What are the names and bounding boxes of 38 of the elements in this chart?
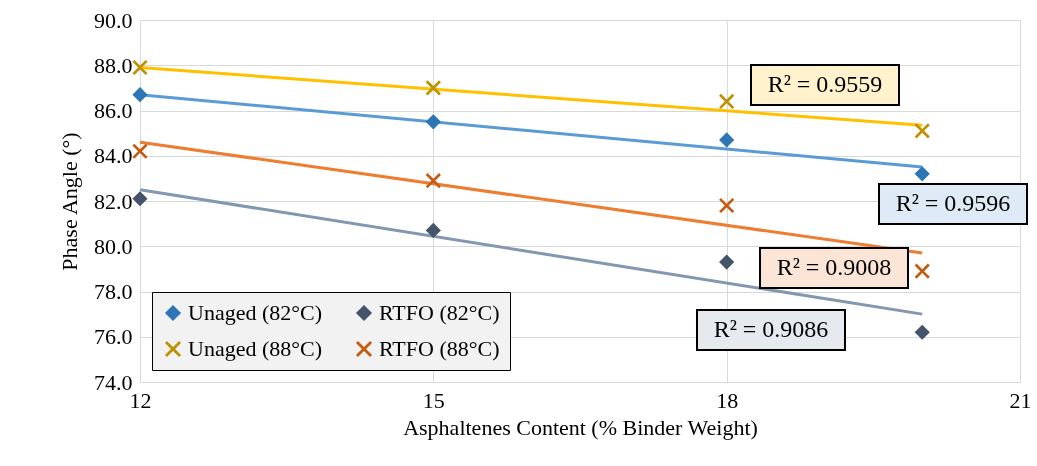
x-tick-label: 18 [716,387,739,413]
y-tick-label: 90.0 [94,7,133,33]
y-tick-label: 88.0 [94,52,133,78]
point [132,59,148,76]
point [719,93,735,110]
x-tick-label: 15 [422,387,445,413]
y-tick-label: 84.0 [94,143,133,169]
annotation: R² = 0.9008 [776,254,892,280]
y-tick-label: 78.0 [94,279,133,304]
y-tick-label: 86.0 [94,98,133,123]
y-axis-title: Phase Angle (°) [57,132,82,271]
x-tick-label: 21 [1009,387,1032,413]
y-tick-label: 80.0 [94,233,133,259]
annotation: R² = 0.9086 [713,316,829,342]
point [719,197,735,214]
point [914,324,930,340]
point [425,173,441,189]
point [914,263,930,279]
point [719,132,735,148]
point [914,166,930,182]
point [132,143,148,159]
legend-label: Unaged (82°C) [188,300,323,325]
point [425,80,441,96]
annotation: R² = 0.9559 [767,71,883,97]
annotation: R² = 0.9596 [895,190,1011,216]
point [132,87,148,103]
legend-label: RTFO (82°C) [379,300,500,325]
point [425,114,441,130]
legend-label: Unaged (88°C) [188,336,323,361]
point [425,222,441,238]
legend-label: RTFO (88°C) [379,336,500,361]
point [914,123,930,139]
point [132,191,148,207]
y-tick-label: 74.0 [94,369,133,395]
y-tick-label: 82.0 [94,188,133,214]
x-axis-title: Asphaltenes Content (% Binder Weight) [403,414,758,440]
point [719,254,735,270]
y-tick-label: 76.0 [94,324,133,350]
